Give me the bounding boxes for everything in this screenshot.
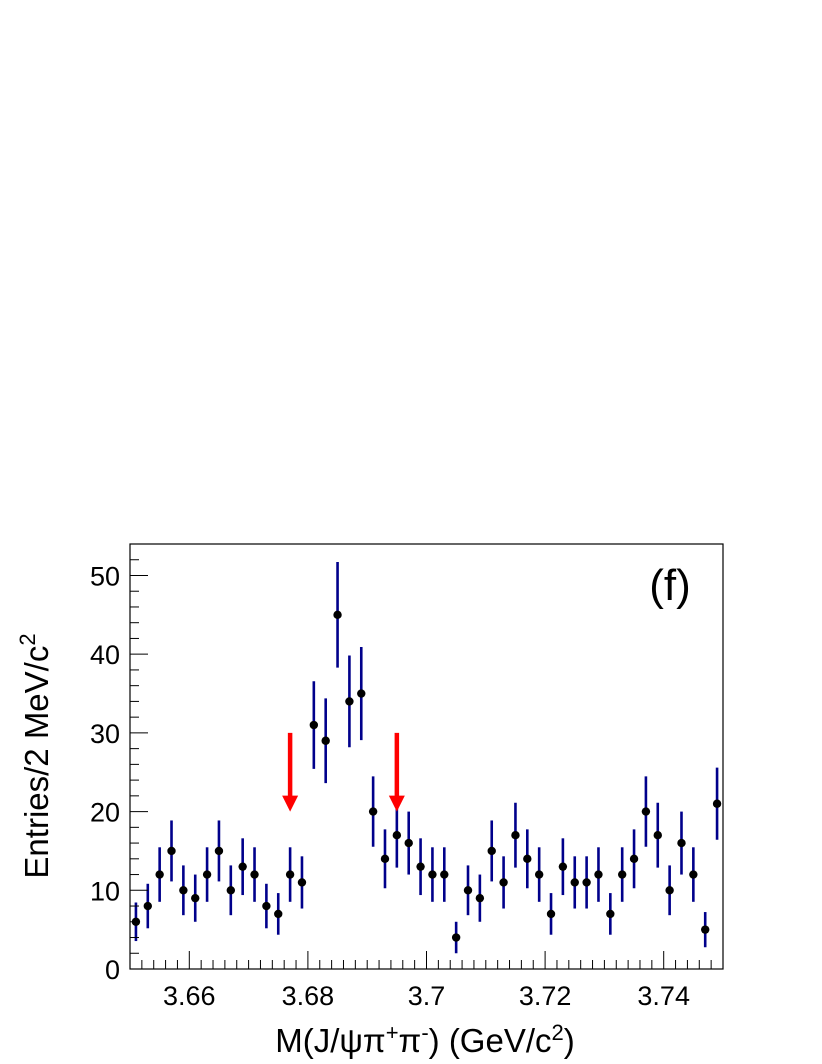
data-point <box>475 893 485 903</box>
data-point <box>523 854 532 864</box>
data-point <box>689 870 698 879</box>
x-axis-title: M(J/ψπ+π-) (GeV/c2) <box>275 1020 575 1059</box>
data-point <box>712 799 722 808</box>
data-point <box>179 886 188 895</box>
y-tick-label: 30 <box>90 719 120 749</box>
data-point <box>558 862 568 871</box>
data-point <box>202 870 212 879</box>
data-point <box>617 870 627 879</box>
data-point <box>297 878 307 887</box>
data-point <box>404 838 413 848</box>
arrow-head <box>388 795 405 812</box>
x-tick-label: 3.72 <box>519 981 572 1011</box>
data-point <box>641 807 651 816</box>
x-tick-label: 3.74 <box>637 981 690 1011</box>
x-tick-label: 3.7 <box>408 981 446 1011</box>
data-point <box>250 870 259 879</box>
y-tick-label: 50 <box>90 561 120 591</box>
plot-frame <box>129 543 724 970</box>
data-points <box>131 610 722 942</box>
data-point <box>214 846 224 856</box>
data-point <box>629 854 639 864</box>
data-point <box>546 909 556 919</box>
data-point <box>570 878 579 887</box>
data-point <box>167 846 176 856</box>
plot-border <box>129 543 724 970</box>
data-point <box>155 870 164 879</box>
panel-label: (f) <box>649 561 691 610</box>
data-point <box>463 886 473 895</box>
data-point <box>392 831 402 840</box>
data-point <box>262 901 271 911</box>
data-point <box>677 838 686 848</box>
data-point <box>191 893 200 903</box>
data-point <box>428 870 437 879</box>
data-point <box>321 736 330 745</box>
axis-ticks: 3.66 3.68 3.7 3.72 3.74 0 10 20 30 40 50 <box>90 543 724 1011</box>
data-point <box>333 610 342 620</box>
data-point <box>511 831 520 840</box>
data-point <box>345 697 354 706</box>
data-point <box>582 878 591 887</box>
data-point <box>238 862 247 871</box>
y-tick-label: 0 <box>105 955 120 985</box>
data-point <box>285 870 295 879</box>
data-point <box>487 846 496 856</box>
data-point <box>499 878 508 887</box>
arrow-head <box>282 795 299 812</box>
data-point <box>653 831 662 840</box>
y-tick-label: 20 <box>90 798 120 828</box>
data-point <box>143 901 152 911</box>
data-point <box>451 933 461 942</box>
error-bars <box>134 562 719 954</box>
data-point <box>368 807 378 816</box>
data-point <box>606 909 615 919</box>
data-point <box>701 925 710 934</box>
y-tick-label: 10 <box>90 876 120 906</box>
data-point <box>357 689 366 698</box>
signal-window-arrows <box>282 732 405 812</box>
data-point <box>534 870 544 879</box>
data-point <box>440 870 449 879</box>
data-point <box>594 870 603 879</box>
x-tick-label: 3.66 <box>163 981 216 1011</box>
x-tick-label: 3.68 <box>282 981 335 1011</box>
y-tick-label: 40 <box>90 640 120 670</box>
data-point <box>665 886 674 895</box>
data-point <box>274 909 283 919</box>
data-point <box>226 886 236 895</box>
data-point <box>309 720 319 730</box>
y-axis-title: Entries/2 MeV/c2 <box>15 633 55 878</box>
data-point <box>416 862 425 871</box>
data-point <box>380 854 390 864</box>
